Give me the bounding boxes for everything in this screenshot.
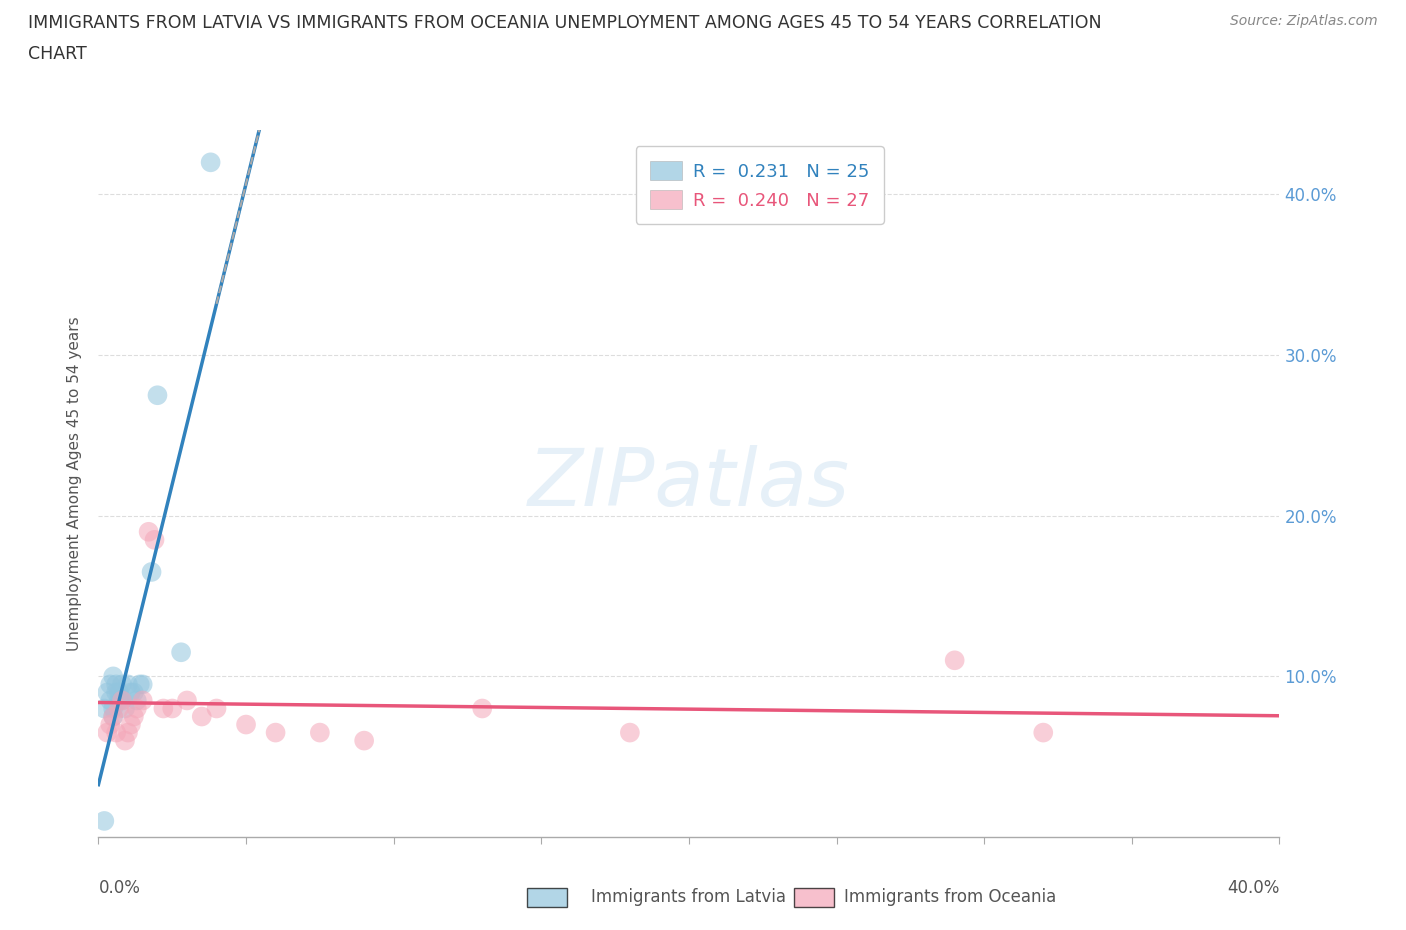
- Point: [117, 677, 139, 692]
- Point: [103, 709, 125, 724]
- Point: [117, 725, 139, 740]
- Point: [309, 725, 332, 740]
- Point: [152, 701, 174, 716]
- Text: ZIPatlas: ZIPatlas: [527, 445, 851, 523]
- Point: [943, 653, 966, 668]
- Point: [108, 693, 131, 708]
- Point: [122, 685, 145, 700]
- Point: [200, 155, 222, 170]
- Point: [108, 701, 131, 716]
- Point: [108, 685, 131, 700]
- Point: [98, 717, 121, 732]
- Point: [103, 669, 125, 684]
- Point: [191, 709, 214, 724]
- Point: [353, 733, 375, 748]
- Point: [176, 693, 198, 708]
- Point: [98, 677, 121, 692]
- Point: [125, 693, 148, 708]
- Point: [111, 693, 134, 708]
- Text: 40.0%: 40.0%: [1227, 880, 1279, 897]
- Point: [105, 677, 128, 692]
- Point: [114, 733, 136, 748]
- Point: [103, 709, 125, 724]
- Point: [105, 685, 128, 700]
- Point: [141, 565, 163, 579]
- Point: [122, 709, 145, 724]
- Point: [264, 725, 287, 740]
- Point: [111, 693, 134, 708]
- Point: [1032, 725, 1054, 740]
- Point: [471, 701, 494, 716]
- Text: 0.0%: 0.0%: [98, 880, 141, 897]
- Point: [93, 814, 115, 829]
- Point: [162, 701, 183, 716]
- Point: [111, 677, 134, 692]
- Point: [120, 717, 142, 732]
- Text: Source: ZipAtlas.com: Source: ZipAtlas.com: [1230, 14, 1378, 28]
- Point: [120, 685, 142, 700]
- Text: Immigrants from Oceania: Immigrants from Oceania: [844, 888, 1056, 907]
- Point: [619, 725, 641, 740]
- Point: [170, 644, 193, 659]
- Point: [98, 693, 121, 708]
- Point: [93, 701, 115, 716]
- Text: CHART: CHART: [28, 45, 87, 62]
- Point: [103, 701, 125, 716]
- Point: [132, 693, 155, 708]
- Point: [235, 717, 257, 732]
- Point: [128, 677, 150, 692]
- Text: Immigrants from Latvia: Immigrants from Latvia: [591, 888, 786, 907]
- Point: [114, 701, 136, 716]
- Point: [96, 725, 118, 740]
- Point: [125, 701, 148, 716]
- Point: [138, 525, 160, 539]
- Point: [132, 677, 155, 692]
- Point: [143, 532, 166, 547]
- Y-axis label: Unemployment Among Ages 45 to 54 years: Unemployment Among Ages 45 to 54 years: [67, 316, 83, 651]
- Point: [146, 388, 169, 403]
- Point: [105, 725, 128, 740]
- Point: [96, 685, 118, 700]
- Legend: R =  0.231   N = 25, R =  0.240   N = 27: R = 0.231 N = 25, R = 0.240 N = 27: [636, 146, 884, 224]
- Point: [205, 701, 228, 716]
- Text: IMMIGRANTS FROM LATVIA VS IMMIGRANTS FROM OCEANIA UNEMPLOYMENT AMONG AGES 45 TO : IMMIGRANTS FROM LATVIA VS IMMIGRANTS FRO…: [28, 14, 1102, 32]
